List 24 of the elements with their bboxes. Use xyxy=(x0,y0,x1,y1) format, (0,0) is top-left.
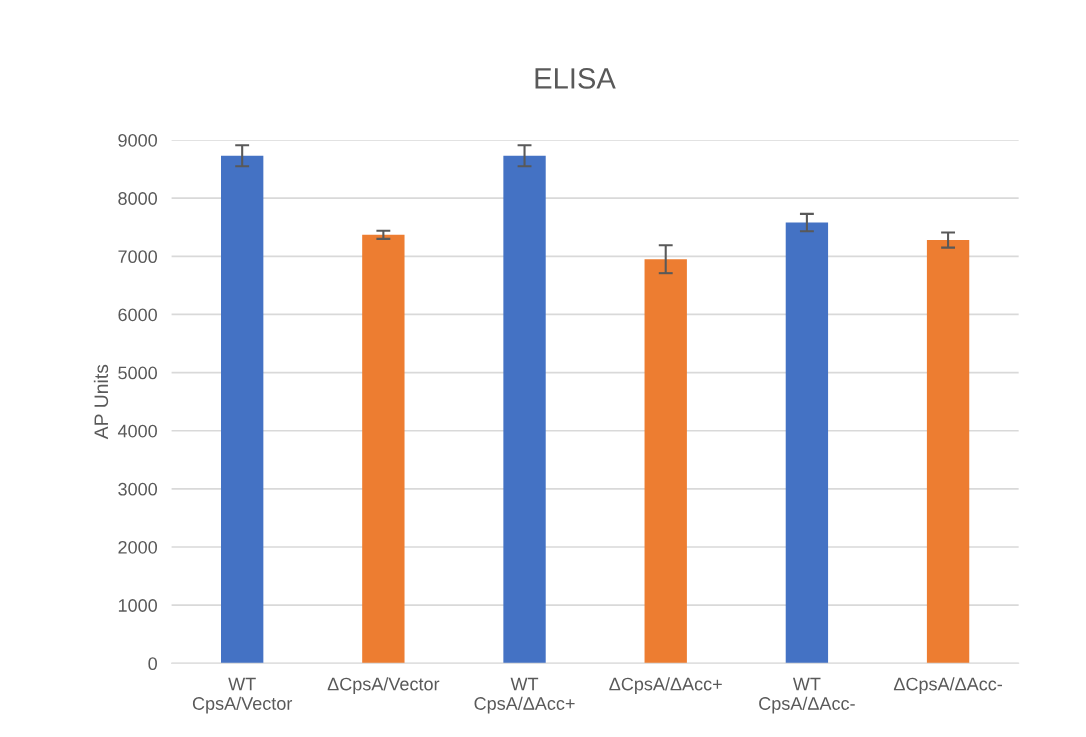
bar xyxy=(644,259,687,664)
y-tick-label: 2000 xyxy=(118,540,157,554)
bar xyxy=(362,234,405,664)
x-tick-label: WT CpsA/ΔAcc+ xyxy=(474,677,575,714)
y-tick-label: 6000 xyxy=(118,308,157,322)
chart-title: ELISA xyxy=(535,68,616,89)
y-tick-label: 7000 xyxy=(118,250,157,264)
x-tick-label: ΔCpsA/ΔAcc+ xyxy=(609,677,722,695)
bar xyxy=(221,155,264,664)
x-tick-label: ΔCpsA/ΔAcc- xyxy=(893,677,1002,695)
y-tick-label: 3000 xyxy=(118,482,157,496)
bar xyxy=(503,155,546,664)
bar xyxy=(926,240,970,664)
x-tick-label: WT CpsA/ΔAcc- xyxy=(759,677,855,714)
y-tick-label: 9000 xyxy=(118,133,157,147)
y-tick-label: 5000 xyxy=(118,366,157,380)
x-tick-label: ΔCpsA/Vector xyxy=(327,677,440,695)
x-tick-label: WT CpsA/Vector xyxy=(192,677,293,714)
bar xyxy=(785,222,829,664)
y-tick-label: 1000 xyxy=(118,599,157,612)
y-tick-label: 8000 xyxy=(118,192,157,205)
y-tick-label: 0 xyxy=(148,657,157,671)
y-axis-title: AP Units xyxy=(93,364,109,440)
y-tick-label: 4000 xyxy=(117,424,157,438)
